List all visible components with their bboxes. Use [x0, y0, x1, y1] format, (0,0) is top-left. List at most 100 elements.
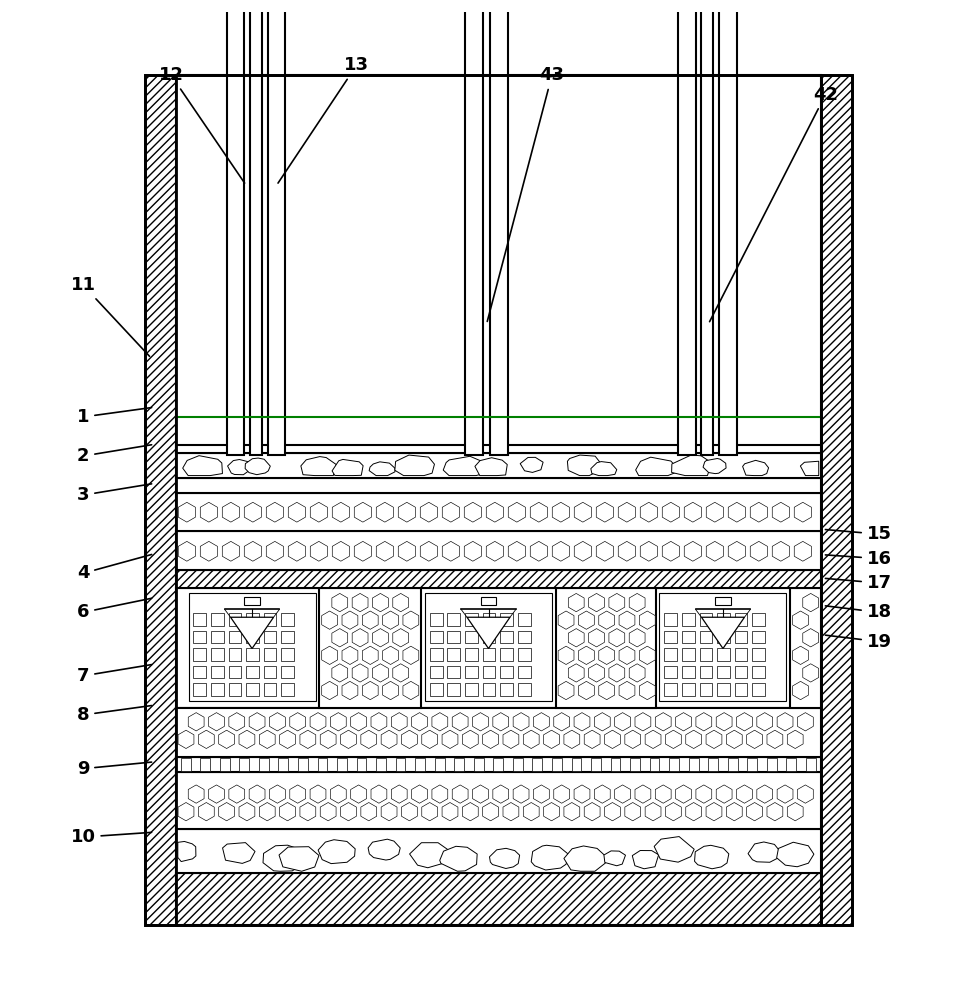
Polygon shape: [706, 502, 723, 522]
Polygon shape: [200, 502, 218, 522]
Polygon shape: [442, 730, 458, 749]
Bar: [246, 613, 259, 626]
Bar: [465, 631, 478, 643]
Polygon shape: [483, 730, 498, 749]
Text: 7: 7: [77, 665, 151, 685]
Text: 19: 19: [826, 633, 892, 651]
Polygon shape: [198, 803, 214, 821]
Polygon shape: [332, 502, 350, 522]
Bar: [682, 631, 695, 643]
Polygon shape: [625, 803, 641, 821]
Bar: [193, 683, 206, 696]
Polygon shape: [564, 803, 579, 821]
Text: 8: 8: [77, 706, 151, 724]
Bar: [500, 631, 513, 643]
Bar: [281, 631, 294, 643]
Polygon shape: [728, 541, 745, 561]
Polygon shape: [208, 713, 225, 731]
Bar: [193, 613, 206, 626]
Bar: [250, 0, 262, 455]
Polygon shape: [726, 730, 743, 749]
Bar: [211, 683, 224, 696]
Bar: [493, 758, 503, 771]
Bar: [176, 829, 821, 873]
Bar: [767, 758, 777, 771]
Polygon shape: [554, 713, 570, 731]
Bar: [490, 0, 508, 455]
Bar: [752, 666, 765, 678]
Bar: [465, 648, 478, 661]
Polygon shape: [229, 785, 244, 803]
Bar: [717, 683, 730, 696]
Polygon shape: [239, 803, 255, 821]
Polygon shape: [596, 502, 614, 522]
Bar: [211, 648, 224, 661]
Polygon shape: [558, 611, 573, 629]
Bar: [728, 758, 738, 771]
Bar: [176, 493, 821, 531]
Bar: [700, 683, 712, 696]
Polygon shape: [662, 502, 679, 522]
Polygon shape: [578, 681, 594, 700]
Polygon shape: [716, 713, 732, 731]
Bar: [200, 758, 210, 771]
Bar: [454, 758, 464, 771]
Polygon shape: [777, 713, 793, 731]
Bar: [193, 631, 206, 643]
Bar: [591, 758, 601, 771]
Bar: [264, 613, 276, 626]
Polygon shape: [279, 803, 295, 821]
Polygon shape: [684, 541, 701, 561]
Bar: [483, 613, 495, 626]
Bar: [318, 758, 327, 771]
Text: 11: 11: [70, 276, 149, 356]
Polygon shape: [632, 851, 658, 869]
Polygon shape: [599, 681, 615, 700]
Bar: [752, 631, 765, 643]
Polygon shape: [279, 730, 295, 749]
Polygon shape: [362, 646, 378, 664]
Text: 15: 15: [826, 525, 892, 543]
Polygon shape: [609, 593, 624, 612]
Polygon shape: [792, 646, 808, 664]
Bar: [752, 683, 765, 696]
Polygon shape: [229, 713, 244, 731]
Polygon shape: [492, 713, 509, 731]
Polygon shape: [189, 713, 204, 731]
Bar: [430, 613, 443, 626]
Polygon shape: [767, 730, 783, 749]
Polygon shape: [520, 457, 543, 472]
Bar: [337, 758, 347, 771]
Bar: [821, 75, 852, 925]
Bar: [281, 648, 294, 661]
Polygon shape: [409, 843, 448, 868]
Bar: [700, 613, 712, 626]
Bar: [447, 683, 460, 696]
Polygon shape: [743, 460, 769, 476]
Polygon shape: [341, 803, 357, 821]
Bar: [735, 648, 747, 661]
Polygon shape: [554, 785, 570, 803]
Bar: [193, 666, 206, 678]
Polygon shape: [531, 502, 547, 522]
Polygon shape: [803, 593, 819, 612]
Polygon shape: [310, 713, 326, 731]
Bar: [518, 683, 531, 696]
Polygon shape: [464, 502, 482, 522]
Bar: [264, 648, 276, 661]
Bar: [176, 453, 821, 478]
Bar: [176, 75, 821, 925]
Bar: [483, 666, 495, 678]
Polygon shape: [371, 785, 387, 803]
Polygon shape: [665, 730, 681, 749]
Polygon shape: [332, 593, 348, 612]
Bar: [465, 0, 483, 455]
Polygon shape: [686, 803, 701, 821]
Polygon shape: [656, 785, 671, 803]
Polygon shape: [402, 730, 417, 749]
Polygon shape: [249, 713, 265, 731]
Polygon shape: [228, 459, 251, 475]
Bar: [735, 613, 747, 626]
Polygon shape: [792, 681, 808, 700]
Bar: [806, 758, 816, 771]
